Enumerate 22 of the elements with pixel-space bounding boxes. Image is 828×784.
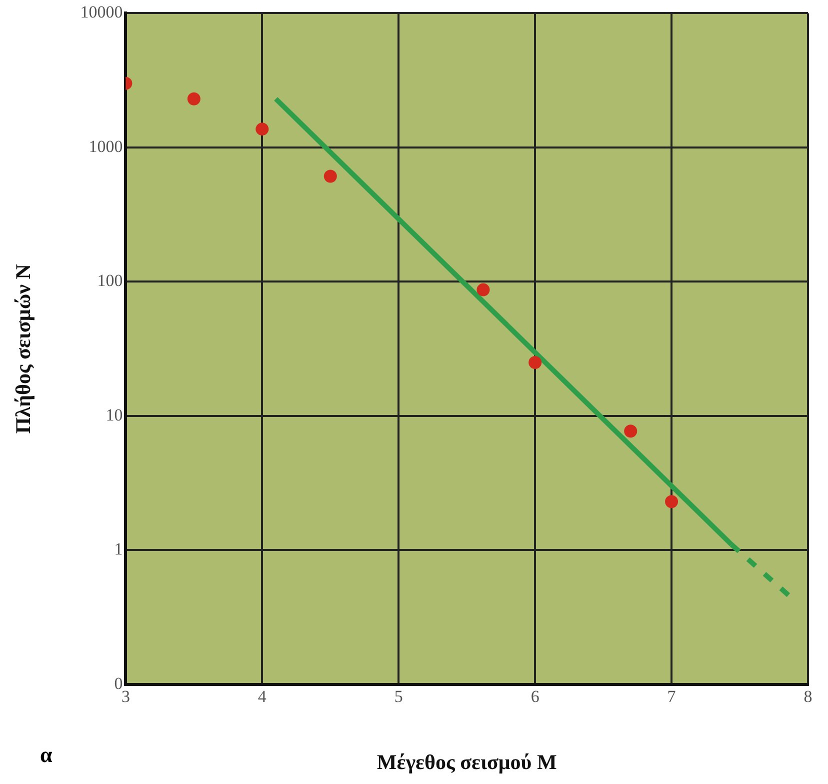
y-tick-label: 1 [114,540,123,559]
point [476,283,490,296]
x-tick-label: 5 [394,687,403,706]
point [528,356,542,369]
y-axis-title: Πλήθος σεισμών N [11,264,36,434]
point [256,122,269,136]
y-tick-label: 0 [114,674,123,693]
point [665,495,678,508]
y-tick-label: 10 [106,405,123,424]
x-tick-label: 6 [530,687,540,706]
x-tick-label: 3 [121,687,130,706]
x-tick-label: 4 [258,687,267,706]
text: α [40,742,52,768]
x-axis-title: Μέγεθος σεισμού M [376,750,557,774]
point [187,92,200,106]
y-tick-label: 100 [97,271,123,290]
x-tick-label: 7 [667,687,676,706]
x-tick-label: 8 [804,687,812,706]
y-tick-label: 10000 [80,2,123,22]
point [324,170,337,183]
y-tick-label: 1000 [88,136,123,156]
point [624,424,638,438]
